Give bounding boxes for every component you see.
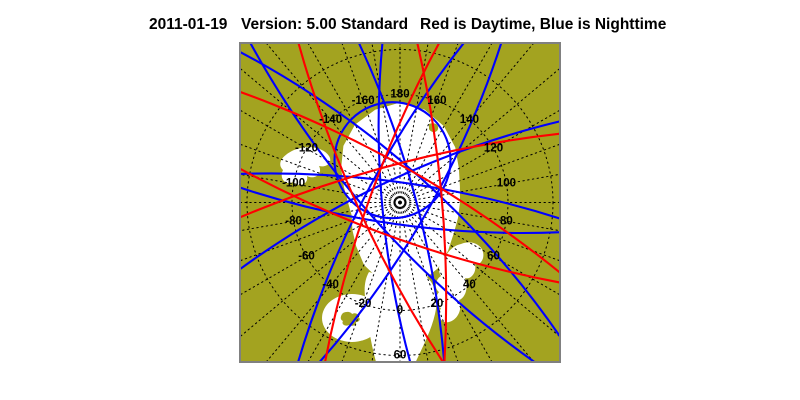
svg-text:-120: -120: [295, 143, 318, 155]
svg-text:160: 160: [427, 95, 446, 107]
svg-text:-140: -140: [319, 114, 342, 126]
svg-text:80: 80: [500, 215, 513, 227]
svg-text:20: 20: [431, 298, 444, 310]
svg-text:0: 0: [397, 305, 403, 317]
svg-text:-80: -80: [285, 215, 302, 227]
svg-text:60: 60: [394, 350, 407, 362]
svg-text:40: 40: [463, 279, 476, 291]
svg-text:-40: -40: [322, 279, 339, 291]
svg-text:180: 180: [390, 89, 409, 101]
svg-text:-20: -20: [355, 298, 372, 310]
svg-text:60: 60: [487, 251, 500, 263]
svg-text:120: 120: [484, 143, 503, 155]
svg-text:100: 100: [497, 178, 516, 190]
svg-text:140: 140: [460, 114, 479, 126]
svg-text:-160: -160: [352, 95, 375, 107]
svg-text:-60: -60: [298, 251, 315, 263]
svg-text:-100: -100: [282, 178, 305, 190]
